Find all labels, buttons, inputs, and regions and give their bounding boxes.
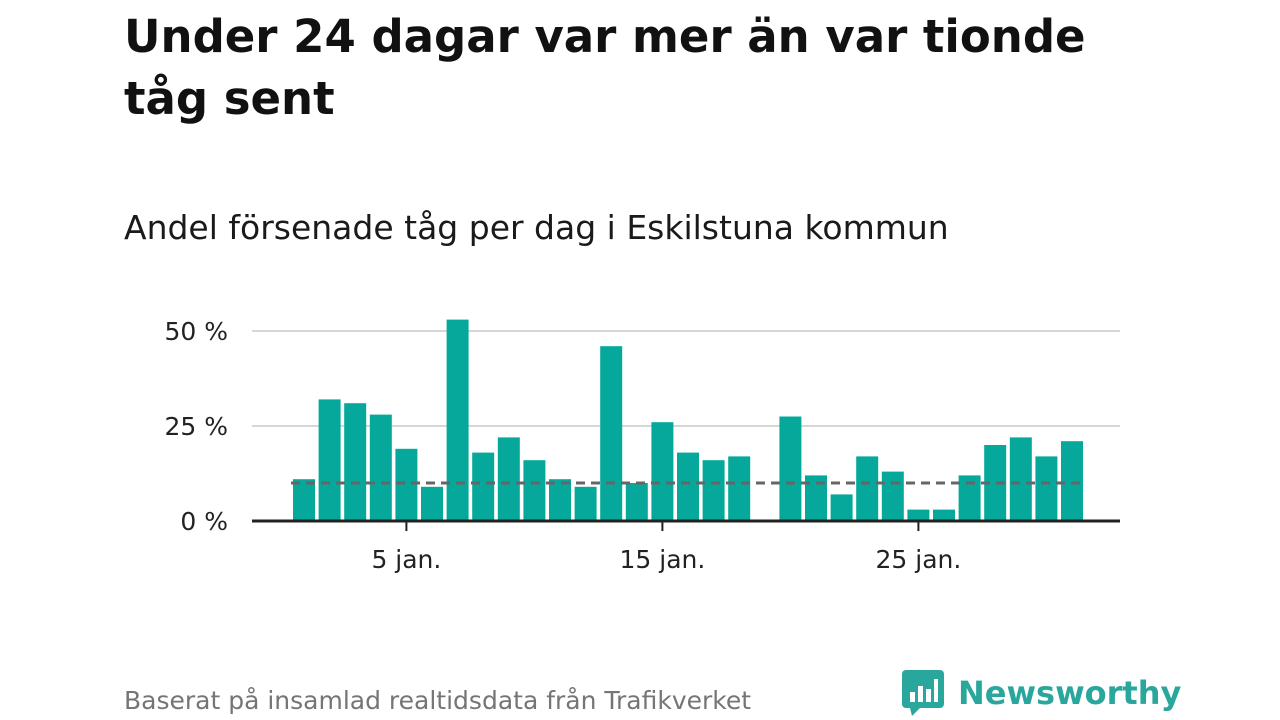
bar xyxy=(523,460,546,521)
bar xyxy=(1009,437,1032,521)
source-note: Baserat på insamlad realtidsdata från Tr… xyxy=(124,686,752,715)
y-tick-label: 50 % xyxy=(164,317,228,346)
bar xyxy=(728,456,751,521)
bar xyxy=(907,509,930,521)
bar xyxy=(856,456,879,521)
gridlines xyxy=(252,330,1120,427)
bar xyxy=(881,471,904,521)
bar xyxy=(446,319,469,521)
bar xyxy=(549,479,571,521)
bar-chart: 0 % 25 % 50 % 5 jan. 15 jan. 25 jan. xyxy=(164,317,1120,574)
bar xyxy=(344,403,367,521)
bar xyxy=(318,399,341,521)
bar xyxy=(574,486,597,521)
bar xyxy=(984,445,1007,521)
bar xyxy=(1035,456,1058,521)
chart-title: Under 24 dagar var mer än var tionde tåg… xyxy=(124,10,1086,125)
bar xyxy=(651,422,674,521)
bar xyxy=(395,448,418,521)
bar xyxy=(497,437,520,521)
x-tick-label: 5 jan. xyxy=(371,545,441,574)
bar xyxy=(958,475,981,521)
bar xyxy=(933,509,955,521)
bar xyxy=(779,416,802,521)
chart-subtitle: Andel försenade tåg per dag i Eskilstuna… xyxy=(124,208,949,247)
bar xyxy=(805,475,827,521)
axes: 0 % 25 % 50 % 5 jan. 15 jan. 25 jan. xyxy=(164,317,1120,574)
newsworthy-logo-icon xyxy=(902,670,944,716)
x-tick-label: 25 jan. xyxy=(875,545,961,574)
bar xyxy=(293,479,315,521)
bar xyxy=(600,346,623,521)
y-tick-label: 25 % xyxy=(164,412,228,441)
brand-name: Newsworthy xyxy=(958,674,1182,712)
brand-logo: Newsworthy xyxy=(902,670,1181,716)
bar xyxy=(677,452,699,521)
y-tick-label: 0 % xyxy=(180,507,228,536)
bar xyxy=(702,460,725,521)
bar xyxy=(625,483,648,521)
bar xyxy=(421,486,443,521)
bar xyxy=(1061,441,1083,521)
bar xyxy=(369,414,392,521)
bar xyxy=(830,494,853,521)
bar xyxy=(472,452,495,521)
bars xyxy=(293,319,1083,521)
x-tick-label: 15 jan. xyxy=(619,545,705,574)
